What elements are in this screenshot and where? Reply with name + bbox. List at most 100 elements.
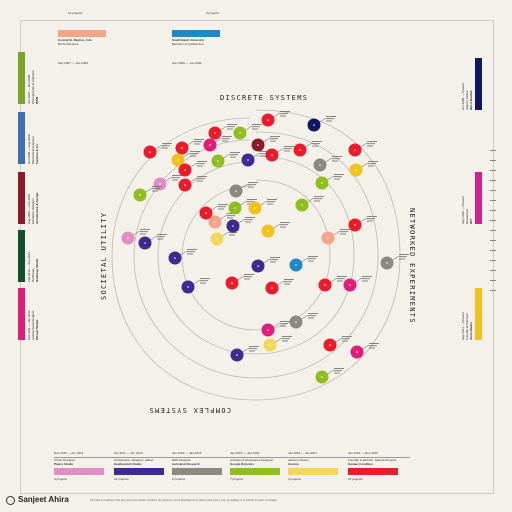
project-dot-47[interactable]: [323, 336, 353, 352]
dot-caption-line: [260, 153, 268, 155]
dot-center: [239, 132, 241, 134]
dot-center: [319, 164, 321, 166]
dot-caption-line: [314, 200, 320, 202]
project-dot-28[interactable]: [228, 199, 258, 215]
project-dot-45[interactable]: [261, 222, 291, 238]
card-line1: South Bank University: [172, 38, 205, 42]
dot-caption-line: [337, 278, 345, 280]
project-dot-36[interactable]: [265, 279, 295, 295]
dot-caption-line: [267, 201, 275, 203]
project-dot-27[interactable]: [229, 182, 259, 198]
project-dot-1[interactable]: [261, 111, 291, 127]
dot-caption-line: [248, 184, 256, 186]
project-dot-6[interactable]: [203, 136, 233, 152]
project-dot-26[interactable]: [321, 229, 351, 245]
dot-caption-line: [334, 370, 342, 372]
project-dot-3[interactable]: [233, 124, 263, 140]
project-dot-4[interactable]: [251, 136, 281, 152]
left-card-2: Aug 2009 — Feb 2010 Exhibition Designer Ar…: [18, 172, 39, 224]
dot-center: [355, 169, 357, 171]
project-dot-41[interactable]: [348, 216, 378, 232]
dot-caption-line: [248, 186, 254, 188]
project-dot-29[interactable]: [248, 199, 278, 215]
project-dot-44[interactable]: [295, 196, 325, 212]
project-dot-20[interactable]: [178, 176, 208, 192]
project-dot-2[interactable]: [208, 124, 238, 140]
project-dot-34[interactable]: [251, 257, 281, 273]
card-line1: R&D Designer: [172, 458, 192, 462]
project-dot-30[interactable]: [199, 204, 229, 220]
project-dot-46[interactable]: [350, 343, 380, 359]
dot-caption-line: [194, 141, 202, 143]
dot-caption-line: [187, 253, 193, 255]
card-swatch: [54, 468, 104, 475]
project-dot-17[interactable]: [315, 174, 345, 190]
project-dot-25[interactable]: [226, 217, 256, 233]
dot-caption-line: [367, 145, 373, 147]
dot-caption-line: [249, 346, 259, 347]
project-dot-7[interactable]: [293, 141, 323, 157]
project-dot-10[interactable]: [241, 151, 271, 167]
project-dot-49[interactable]: [315, 368, 345, 384]
project-dot-16[interactable]: [349, 161, 379, 177]
project-dot-40[interactable]: [225, 274, 255, 290]
dot-caption-line: [172, 175, 182, 176]
card-swatch: [18, 112, 25, 164]
orbit-label-bottom: COMPLEX SYSTEMS: [148, 406, 231, 414]
project-dot-19[interactable]: [133, 186, 163, 202]
project-dot-21[interactable]: [121, 229, 151, 245]
card-line1: Central St. Martins, UAL: [58, 38, 93, 42]
dot-caption-line: [308, 317, 314, 319]
project-dot-35[interactable]: [318, 276, 348, 292]
project-dot-43[interactable]: [230, 346, 260, 362]
dot-caption-line: [260, 155, 266, 157]
dot-caption-line: [200, 278, 210, 279]
dot-caption-line: [190, 155, 196, 157]
project-dot-38[interactable]: [289, 313, 319, 329]
project-dot-22[interactable]: [138, 234, 168, 250]
dot-caption-line: [282, 336, 292, 337]
project-dot-13[interactable]: [153, 175, 183, 191]
project-dot-0[interactable]: [307, 116, 337, 132]
project-dot-5[interactable]: [175, 139, 205, 155]
card-line2: Aevena: [288, 462, 299, 466]
dot-caption-line: [197, 180, 203, 182]
dot-caption-line: [342, 340, 348, 342]
project-dot-31[interactable]: [289, 256, 319, 272]
project-dot-12[interactable]: [211, 152, 241, 168]
dot-caption-line: [227, 126, 235, 128]
right-card-0: Oct 2008 — Present Adjunct Fellow UCLA Bar…: [461, 58, 482, 110]
dot-caption-line: [190, 153, 198, 155]
dot-center: [354, 224, 356, 226]
project-dot-15[interactable]: [313, 156, 343, 172]
project-dot-37[interactable]: [343, 276, 373, 292]
dot-center: [257, 265, 259, 267]
dot-caption-line: [280, 226, 286, 228]
dot-center: [209, 144, 211, 146]
dot-caption-line: [197, 161, 207, 162]
dot-caption-line: [367, 141, 377, 142]
card-swatch: [114, 468, 164, 475]
dot-caption-line: [399, 254, 409, 255]
dot-caption-line: [280, 224, 288, 226]
right-tick-scale: [490, 150, 498, 300]
dot-center: [127, 237, 129, 239]
project-dot-33[interactable]: [380, 254, 410, 270]
project-dot-9[interactable]: [143, 143, 173, 159]
project-dot-42[interactable]: [261, 321, 291, 337]
card-swatch: [18, 52, 25, 104]
dot-center: [184, 169, 186, 171]
project-dot-48[interactable]: [263, 336, 293, 352]
project-dot-11[interactable]: [265, 146, 295, 162]
project-dot-14[interactable]: [348, 141, 378, 157]
card-count: 14 projects: [114, 477, 129, 481]
card-line1: Advisory Board: [288, 458, 309, 462]
project-dot-18[interactable]: [178, 161, 208, 177]
project-dot-8[interactable]: [171, 151, 201, 167]
dot-center: [181, 147, 183, 149]
dot-center: [301, 204, 303, 206]
project-dot-23[interactable]: [210, 230, 240, 246]
project-dot-32[interactable]: [168, 249, 198, 265]
project-dot-39[interactable]: [181, 278, 211, 294]
dot-caption-line: [270, 138, 278, 140]
